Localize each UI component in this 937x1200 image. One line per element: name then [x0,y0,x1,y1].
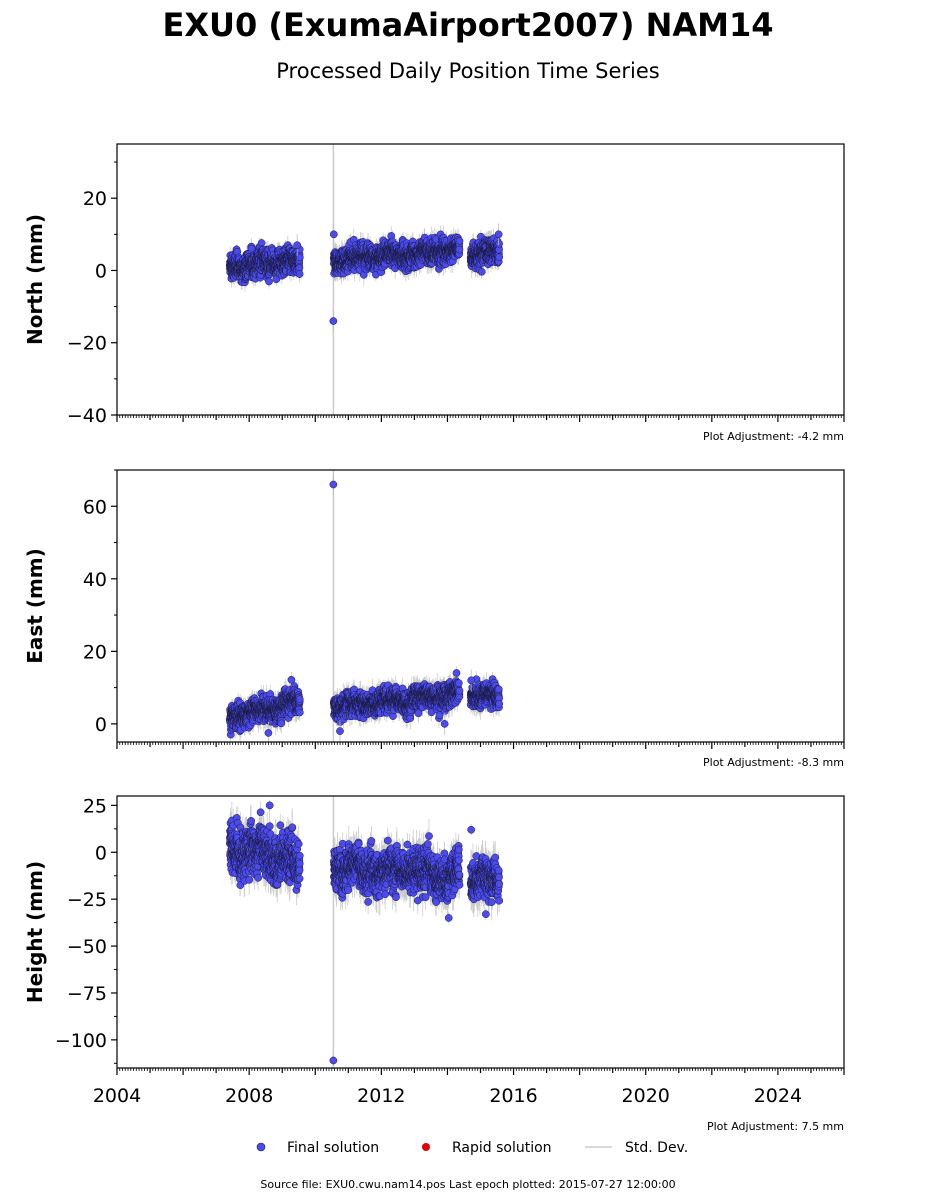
panel-1: −40 −20 0 20 North (mm) Plot Adjustment: -4.2… [23,143,845,443]
y-tick-label: −20 [67,333,107,355]
data-point [295,695,304,704]
x-axis [116,415,845,422]
y-tick-label: 20 [83,188,107,210]
data-point [455,686,464,695]
final-solution-points [225,223,504,332]
y-tick-label: −40 [67,405,107,427]
outlier-point [293,241,302,250]
outlier-point [494,230,503,239]
panels: −40 −20 0 20 North (mm) Plot Adjustment: -4.2… [23,143,845,1133]
outlier-point [329,317,338,325]
data-point [495,253,504,262]
y-axis-label: North (mm) [23,214,47,345]
plot-frame [116,143,845,416]
plot-area [225,470,504,742]
plot-area [225,144,504,415]
data-point [265,277,273,286]
data-point [495,239,503,248]
data-point [295,253,304,262]
data-point [455,237,464,245]
plot-adjustment: Plot Adjustment: -4.2 mm [703,430,844,443]
data-point [277,719,286,728]
data-point [295,708,304,717]
chart-title: EXU0 (ExumaAirport2007) NAM14 [163,6,774,44]
data-point [477,267,486,276]
y-axis: −40 −20 0 20 [67,161,117,427]
outlier-point [329,230,338,239]
chart-subtitle: Processed Daily Position Time Series [276,59,660,83]
y-tick-label: 0 [95,260,107,282]
data-point [454,679,463,687]
data-point [295,270,304,278]
data-point [452,669,461,677]
final-solution-points [225,473,504,742]
data-point [455,245,464,254]
